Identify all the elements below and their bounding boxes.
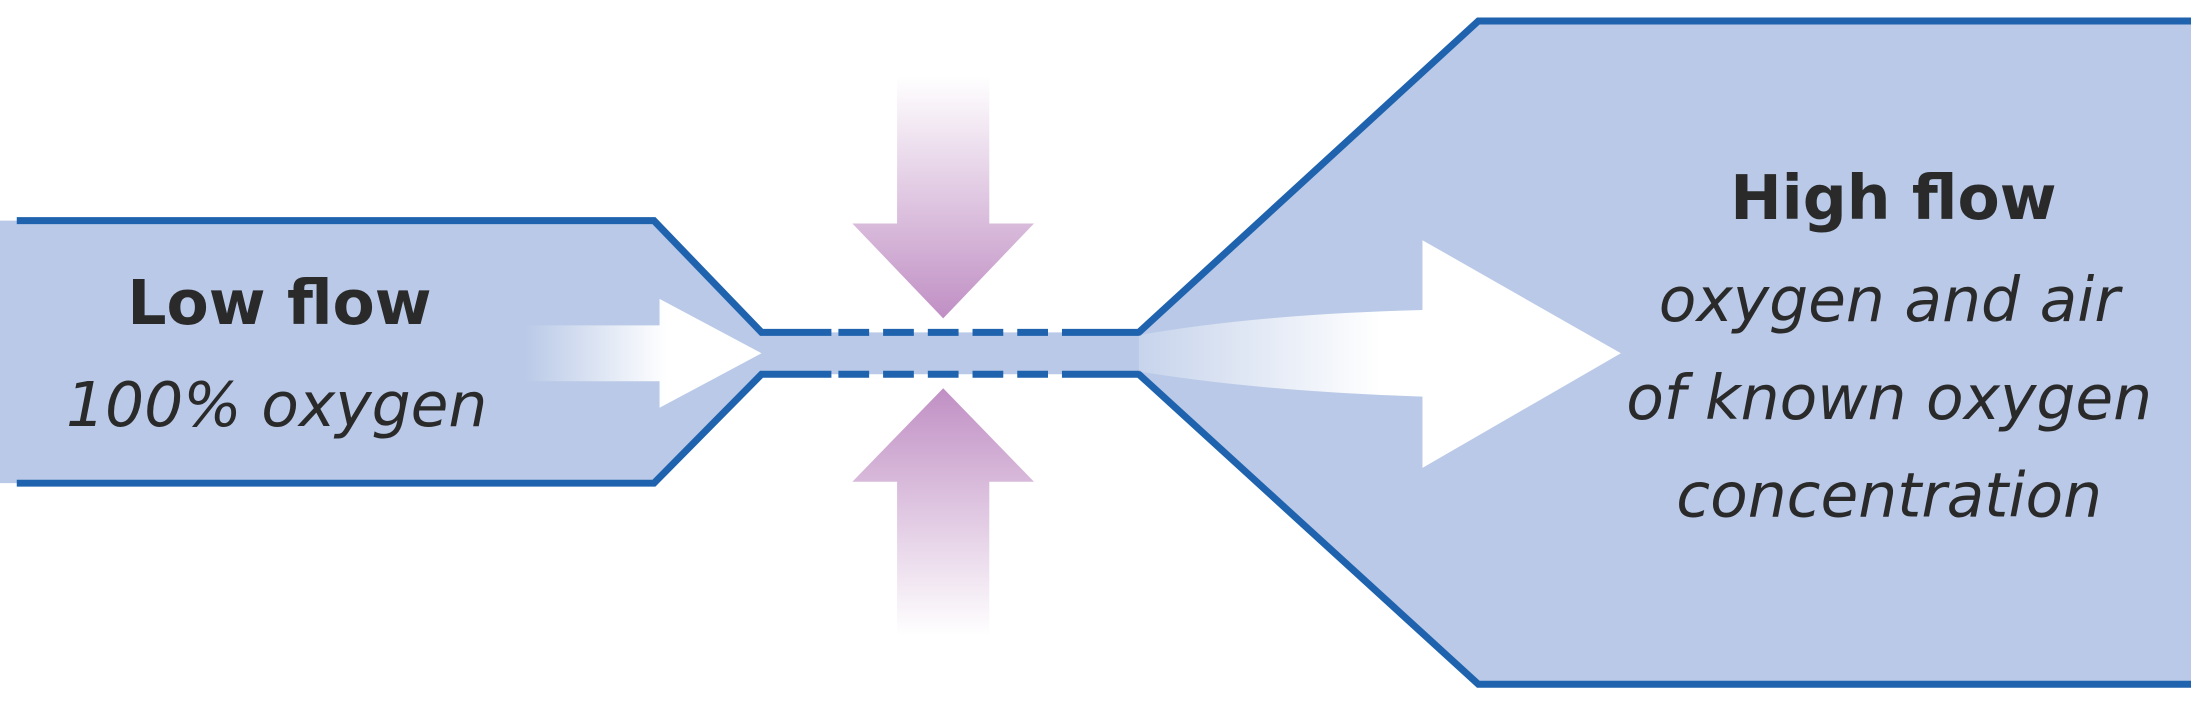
outlet-description: of known oxygen xyxy=(1626,363,2152,434)
inlet-arrow xyxy=(523,298,762,408)
air-arrow-top xyxy=(852,76,1035,319)
outlet-arrow xyxy=(1138,240,1621,468)
air-arrow-bottom xyxy=(852,388,1035,636)
outlet-title: High flow xyxy=(1730,163,2056,234)
outlet-description: concentration xyxy=(1676,461,2102,532)
outlet-description: oxygen and air xyxy=(1659,265,2124,336)
inlet-title: Low flow xyxy=(127,268,431,339)
channel-outline xyxy=(16,17,2191,688)
inlet-description: 100% oxygen xyxy=(66,370,487,441)
channel xyxy=(0,20,2191,685)
